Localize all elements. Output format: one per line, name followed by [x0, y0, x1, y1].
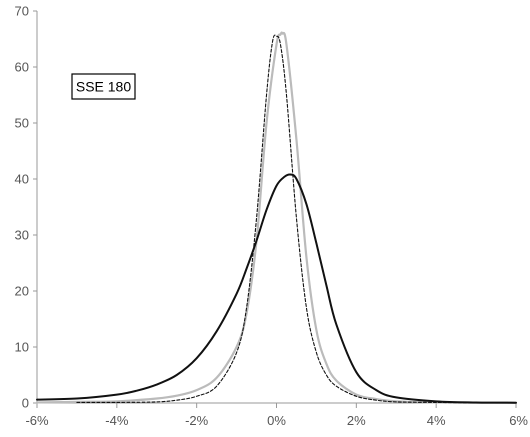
- series-line-gray-solid: [35, 31, 518, 404]
- y-tick-label: 10: [15, 340, 29, 355]
- y-tick-label: 20: [15, 284, 29, 299]
- y-tick-label: 40: [15, 172, 29, 187]
- x-tick-label: 4%: [427, 413, 446, 428]
- axes-group: 0 10 20 30 40 50 60 70 -6% -4% -2% 0% 2% 4% 6%: [15, 4, 529, 429]
- y-tick-label: 30: [15, 228, 29, 243]
- x-tick-label: 2%: [347, 413, 366, 428]
- series-line-dark-solid: [36, 173, 517, 404]
- y-tick-label: 60: [15, 60, 29, 75]
- series-layer: [35, 31, 518, 404]
- series-line-dashed: [76, 34, 477, 404]
- x-tick-label: -2%: [185, 413, 209, 428]
- x-tick-label: -6%: [25, 413, 49, 428]
- x-tick-label: -4%: [105, 413, 129, 428]
- x-tick-label: 6%: [509, 413, 528, 428]
- annotation-box: [71, 73, 136, 100]
- y-tick-label: 70: [15, 4, 29, 19]
- annotation-group: SSE 180: [71, 73, 136, 100]
- y-tick-label: 0: [22, 396, 29, 411]
- annotation-label: SSE 180: [76, 79, 131, 95]
- y-tick-label: 50: [15, 116, 29, 131]
- x-tick-label: 0%: [267, 413, 286, 428]
